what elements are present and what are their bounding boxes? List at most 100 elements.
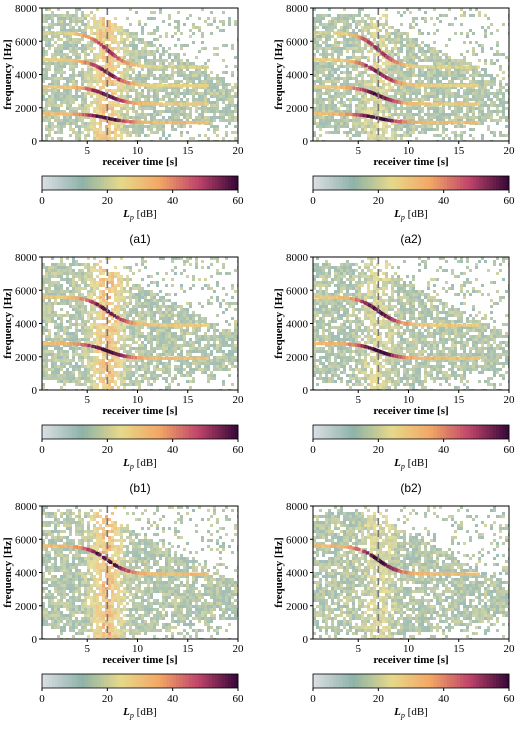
colorbar-segment <box>476 425 480 439</box>
colorbar-segment <box>126 674 131 688</box>
colorbar-segment <box>84 425 89 439</box>
harmonic-mark <box>338 58 342 62</box>
harmonic-mark <box>164 65 168 69</box>
harmonic-mark <box>86 61 90 65</box>
colorbar-segment <box>460 425 464 439</box>
colorbar-segment <box>58 425 62 439</box>
colorbar-tick-label: 40 <box>438 195 450 207</box>
colorbar-segment <box>342 176 347 190</box>
colorbar-segment <box>104 674 108 688</box>
colorbar-segment <box>463 425 467 439</box>
harmonic-mark <box>173 572 177 576</box>
harmonic-mark <box>193 120 197 125</box>
colorbar-segment <box>492 176 497 190</box>
harmonic-mark <box>178 84 182 88</box>
colorbar-segment <box>502 674 507 688</box>
y-tick-label: 4000 <box>15 568 38 580</box>
harmonic-mark <box>198 84 202 88</box>
harmonic-mark <box>399 569 403 574</box>
colorbar-segment <box>368 425 373 439</box>
colorbar-segment <box>362 176 366 190</box>
harmonic-mark <box>465 65 470 69</box>
colorbar-segment <box>368 674 373 688</box>
colorbar-segment <box>166 674 170 688</box>
harmonic-mark <box>344 545 348 549</box>
colorbar-segment <box>81 674 85 688</box>
colorbar-segment <box>499 425 503 439</box>
colorbar-segment <box>182 674 187 688</box>
harmonic-mark <box>345 296 349 300</box>
colorbar-segment <box>486 425 490 439</box>
harmonic-mark <box>62 544 66 548</box>
colorbar-segment <box>218 176 223 190</box>
colorbar-segment <box>149 425 154 439</box>
y-tick-label: 2000 <box>15 601 38 613</box>
colorbar-segment <box>332 674 337 688</box>
harmonic-mark <box>470 102 474 106</box>
harmonic-mark <box>449 84 453 88</box>
colorbar-segment <box>502 425 507 439</box>
colorbar-segment <box>420 176 425 190</box>
colorbar-segment <box>169 425 174 439</box>
harmonic-mark <box>68 85 72 89</box>
harmonic-mark <box>74 32 78 36</box>
colorbar-segment <box>166 425 170 439</box>
colorbar-segment <box>231 176 236 190</box>
harmonic-mark <box>191 323 195 327</box>
harmonic-mark <box>335 342 339 346</box>
colorbar-segment <box>94 176 98 190</box>
colorbar-segment <box>345 674 350 688</box>
colorbar-segment <box>198 674 203 688</box>
colorbar-segment <box>332 176 337 190</box>
colorbar-segment <box>84 176 89 190</box>
y-tick-label: 6000 <box>286 534 309 546</box>
harmonic-mark <box>463 323 467 327</box>
harmonic-mark <box>407 322 412 326</box>
colorbar-segment <box>74 176 79 190</box>
colorbar-segment <box>479 674 484 688</box>
colorbar-segment <box>48 176 53 190</box>
colorbar-segment <box>133 425 138 439</box>
colorbar-segment <box>45 674 49 688</box>
panel-c1: 5 10 15 20 0 2000 4000 6000 8000 receiver time [s… <box>2 501 244 732</box>
colorbar-segment <box>463 176 467 190</box>
colorbar-tick-label: 60 <box>504 444 516 456</box>
y-tick-label: 8000 <box>15 252 38 264</box>
y-tick-label: 2000 <box>15 352 38 364</box>
colorbar-segment <box>313 176 317 190</box>
harmonic-mark <box>176 572 180 576</box>
harmonic-mark <box>64 342 68 346</box>
harmonic-mark <box>159 323 164 327</box>
colorbar-segment <box>466 425 471 439</box>
colorbar-segment <box>94 425 98 439</box>
colorbar-segment <box>113 674 118 688</box>
colorbar-label: Lp [dB] <box>393 457 428 471</box>
harmonic-mark <box>68 112 72 116</box>
colorbar-segment <box>68 425 72 439</box>
colorbar-tick-label: 40 <box>438 444 450 456</box>
colorbar-segment <box>218 674 223 688</box>
colorbar-segment <box>156 674 160 688</box>
harmonic-mark <box>400 101 404 105</box>
harmonic-mark <box>95 114 100 118</box>
harmonic-mark <box>374 307 378 311</box>
colorbar-segment <box>329 176 333 190</box>
colorbar-segment <box>192 425 196 439</box>
y-tick-label: 8000 <box>15 3 38 15</box>
harmonic-mark <box>156 83 160 88</box>
harmonic-mark <box>83 547 88 551</box>
colorbar-segment <box>381 176 386 190</box>
colorbar-segment <box>221 425 226 439</box>
colorbar-tick-label: 0 <box>39 693 45 705</box>
colorbar-segment <box>117 425 121 439</box>
colorbar-segment <box>417 674 422 688</box>
colorbar-segment <box>234 176 239 190</box>
colorbar-segment <box>495 674 500 688</box>
harmonic-mark <box>357 298 361 303</box>
harmonic-mark <box>203 84 207 88</box>
harmonic-mark <box>167 102 171 106</box>
y-axis-label: frequency [Hz] <box>2 537 14 607</box>
harmonic-mark <box>170 102 174 106</box>
y-tick-label: 4000 <box>286 568 309 580</box>
harmonic-mark <box>190 120 194 125</box>
